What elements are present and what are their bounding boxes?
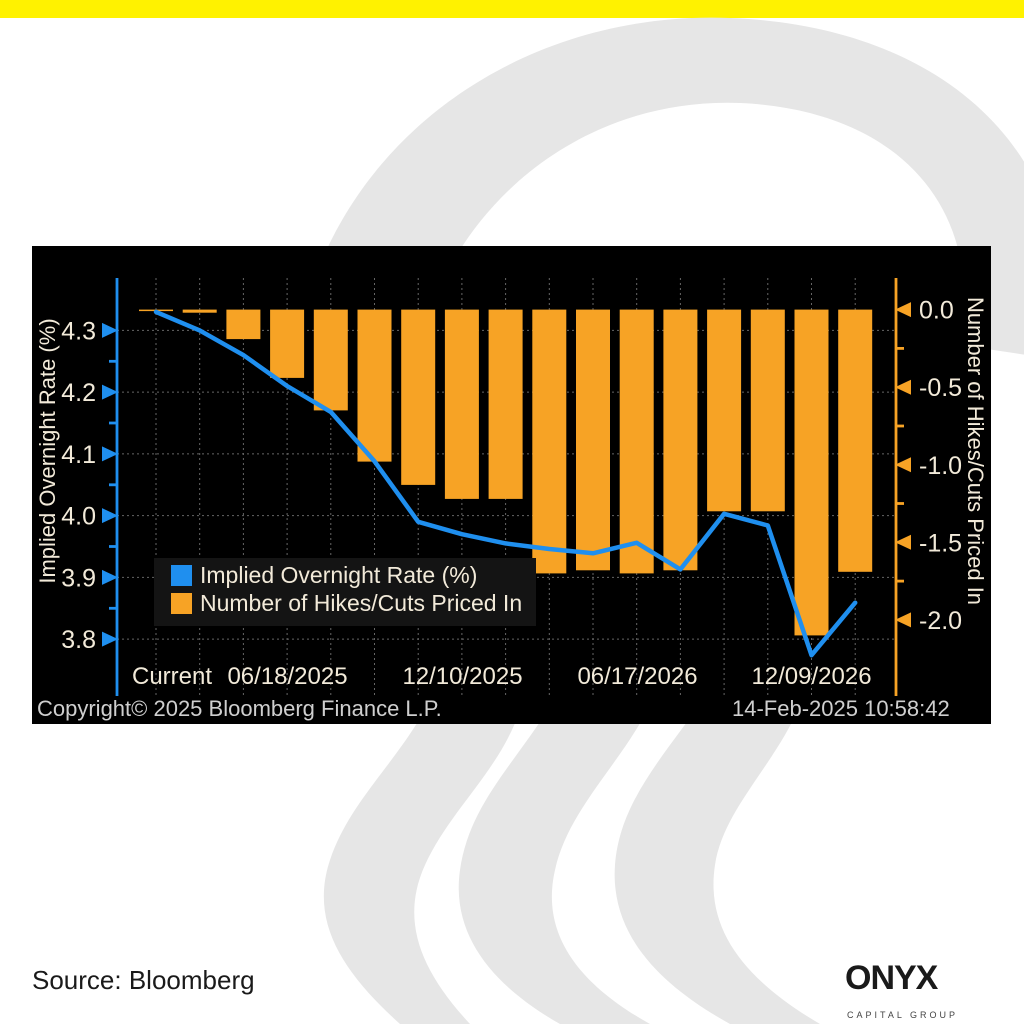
svg-text:-0.5: -0.5 (919, 374, 962, 402)
svg-text:-2.0: -2.0 (919, 607, 962, 635)
svg-text:4.1: 4.1 (61, 441, 96, 469)
svg-text:0.0: 0.0 (919, 297, 954, 325)
svg-text:4.2: 4.2 (61, 379, 96, 407)
svg-text:-1.0: -1.0 (919, 452, 962, 480)
svg-text:ONYX: ONYX (845, 959, 939, 997)
svg-text:-1.5: -1.5 (919, 529, 962, 557)
svg-text:4.0: 4.0 (61, 503, 96, 531)
svg-text:3.9: 3.9 (61, 564, 96, 592)
svg-text:3.8: 3.8 (61, 626, 96, 654)
svg-text:4.3: 4.3 (61, 317, 96, 345)
